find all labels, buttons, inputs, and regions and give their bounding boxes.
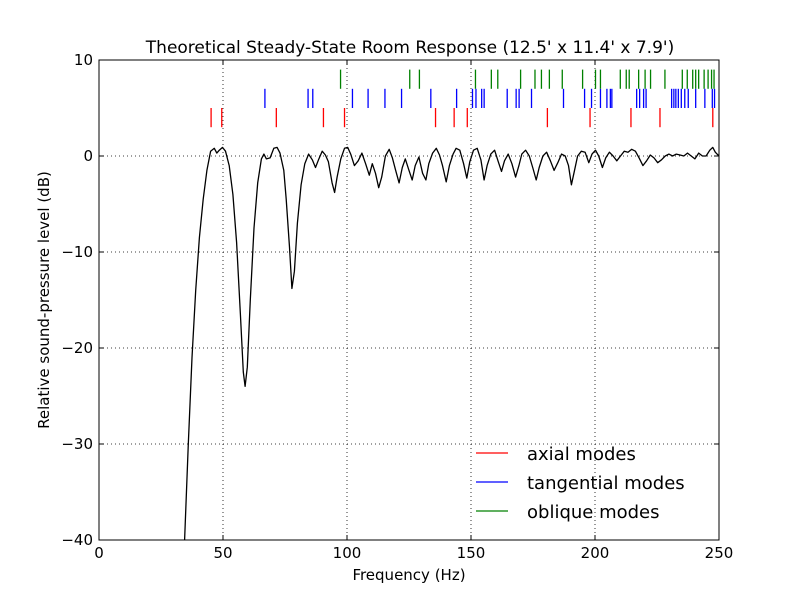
mode-markers: [210, 69, 716, 128]
x-axis-label: Frequency (Hz): [352, 566, 465, 584]
legend-label: oblique modes: [527, 502, 660, 523]
x-tick-label: 50: [213, 544, 232, 562]
y-tick-label: −30: [61, 435, 93, 453]
legend-label: tangential modes: [527, 473, 685, 494]
x-tick-label: 0: [94, 544, 104, 562]
mode-series: [264, 88, 716, 108]
mode-series: [339, 69, 715, 89]
x-tick-label: 100: [333, 544, 362, 562]
grid: [99, 60, 719, 540]
y-tick-label: −10: [61, 243, 93, 261]
mode-series: [210, 108, 714, 128]
chart-title: Theoretical Steady-State Room Response (…: [145, 38, 674, 58]
response-curve: [183, 146, 719, 540]
y-tick-label: 10: [74, 51, 93, 69]
y-tick-label: −20: [61, 339, 93, 357]
x-tick-label: 200: [581, 544, 610, 562]
y-axis-label: Relative sound-pressure level (dB): [35, 171, 53, 429]
y-tick-label: 0: [83, 147, 93, 165]
x-tick-label: 150: [457, 544, 486, 562]
response-clip: [183, 146, 719, 540]
x-tick-label: 250: [705, 544, 734, 562]
plot-frame: [98, 59, 720, 541]
legend: axial modes tangential modes oblique modes: [476, 444, 685, 523]
y-tick-label: −40: [61, 531, 93, 549]
legend-label: axial modes: [527, 444, 636, 465]
